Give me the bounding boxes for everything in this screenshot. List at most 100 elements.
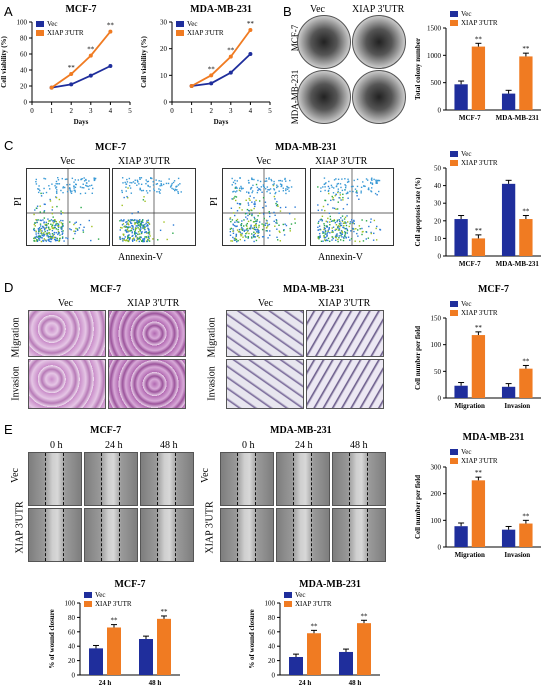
event-dot — [122, 240, 124, 242]
event-dot — [323, 183, 326, 186]
event-dot — [342, 208, 345, 210]
event-dot — [177, 192, 180, 195]
event-dot — [47, 236, 50, 238]
event-dot — [361, 227, 363, 230]
event-dot — [362, 240, 365, 242]
event-dot — [339, 194, 342, 196]
event-dot — [341, 219, 344, 221]
transwell-mda-title: MDA-MB-231 — [283, 284, 345, 295]
data-point — [69, 72, 74, 76]
event-dot — [126, 178, 128, 181]
event-dot — [247, 229, 249, 232]
event-dot — [55, 186, 58, 188]
event-dot — [275, 191, 277, 194]
event-dot — [276, 222, 278, 224]
event-dot — [234, 182, 237, 185]
event-dot — [341, 233, 343, 235]
event-dot — [265, 205, 267, 207]
event-dot — [50, 236, 52, 239]
event-dot — [285, 189, 287, 192]
event-dot — [248, 213, 251, 215]
event-dot — [253, 226, 256, 229]
transwell-image — [306, 359, 384, 409]
event-dot — [360, 186, 363, 189]
event-dot — [345, 222, 347, 224]
event-dot — [232, 198, 234, 200]
x-tick-label: Migration — [455, 551, 485, 559]
event-dot — [262, 185, 265, 187]
event-dot — [90, 184, 93, 187]
event-dot — [146, 240, 149, 242]
event-dot — [55, 231, 57, 234]
event-dot — [127, 231, 129, 233]
event-dot — [365, 220, 368, 222]
event-dot — [337, 201, 339, 203]
event-dot — [132, 181, 135, 183]
event-dot — [272, 184, 275, 187]
event-dot — [240, 224, 243, 227]
event-dot — [163, 221, 165, 223]
event-dot — [341, 236, 343, 238]
y-axis-label: % of wound closure — [248, 609, 256, 669]
y-tick-label: 30 — [160, 19, 168, 27]
event-dot — [43, 210, 46, 212]
event-dot — [264, 201, 267, 203]
event-dot — [253, 231, 255, 233]
event-dot — [171, 182, 173, 185]
event-dot — [56, 183, 59, 185]
event-dot — [171, 187, 173, 190]
event-dot — [357, 229, 359, 231]
event-dot — [54, 239, 57, 242]
event-dot — [288, 212, 291, 215]
event-dot — [138, 224, 140, 226]
event-dot — [56, 192, 58, 194]
y-tick-label: 0 — [72, 672, 76, 680]
event-dot — [327, 229, 329, 232]
event-dot — [66, 184, 68, 186]
event-dot — [58, 183, 61, 185]
event-dot — [82, 231, 85, 233]
event-dot — [53, 236, 55, 239]
event-dot — [127, 240, 130, 242]
event-dot — [236, 180, 238, 182]
event-dot — [132, 227, 134, 229]
legend-swatch — [176, 21, 184, 27]
event-dot — [370, 190, 372, 192]
event-dot — [81, 178, 83, 180]
event-dot — [69, 228, 71, 230]
event-dot — [61, 236, 64, 238]
legend-swatch — [450, 301, 458, 307]
event-dot — [35, 235, 38, 237]
event-dot — [34, 222, 36, 224]
event-dot — [251, 177, 253, 179]
event-dot — [239, 203, 241, 206]
flow-mda-pi-label: PI — [208, 197, 220, 206]
event-dot — [147, 184, 149, 187]
event-dot — [274, 192, 276, 195]
event-dot — [327, 185, 330, 188]
event-dot — [371, 183, 374, 186]
event-dot — [281, 185, 283, 187]
flow-plot — [310, 168, 394, 246]
event-dot — [177, 184, 180, 186]
event-dot — [286, 185, 288, 188]
y-tick-label: 500 — [431, 79, 442, 87]
event-dot — [274, 214, 276, 216]
event-dot — [245, 232, 247, 235]
event-dot — [338, 197, 340, 199]
event-dot — [294, 206, 296, 208]
event-dot — [325, 225, 328, 227]
event-dot — [125, 183, 127, 185]
event-dot — [121, 204, 123, 207]
event-dot — [55, 187, 57, 189]
event-dot — [327, 189, 330, 192]
legend-label: Vec — [95, 591, 106, 599]
event-dot — [266, 230, 269, 232]
significance-label: ** — [522, 357, 530, 365]
event-dot — [232, 181, 235, 184]
y-tick-label: 150 — [431, 315, 442, 323]
event-dot — [365, 238, 367, 240]
event-dot — [44, 230, 46, 233]
series-line — [191, 29, 252, 87]
legend-swatch — [36, 21, 44, 27]
